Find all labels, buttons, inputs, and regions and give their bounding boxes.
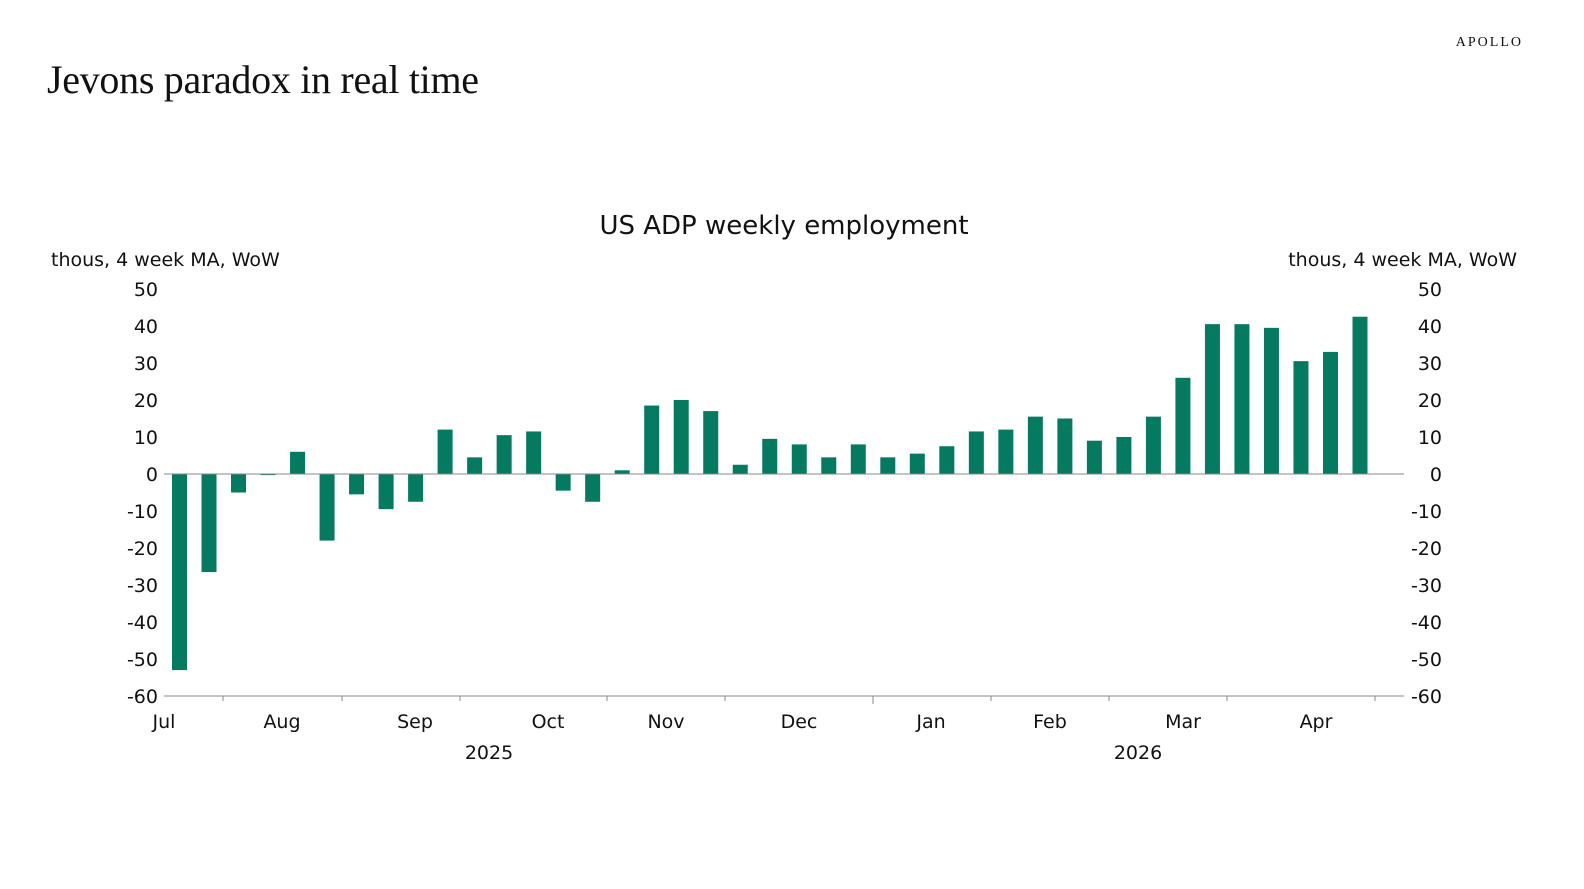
bar (290, 451, 306, 474)
x-tick-label: Jul (152, 711, 176, 733)
bar (526, 431, 542, 474)
y-tick-label-right: 50 (1418, 279, 1442, 301)
bar (201, 474, 217, 573)
y-tick-label-left: 40 (134, 316, 158, 338)
y-tick-label-right: 20 (1418, 390, 1442, 412)
y-tick-label-left: 0 (146, 464, 158, 486)
y-tick-label-left: -40 (127, 612, 158, 634)
bar (260, 474, 276, 476)
bar (644, 405, 660, 474)
x-tick-label: Sep (397, 711, 433, 733)
bar (850, 444, 866, 474)
brand-logo: APOLLO (1455, 35, 1523, 50)
x-tick-label: Mar (1165, 711, 1201, 733)
bar (880, 457, 896, 474)
y-tick-label-left: 50 (134, 279, 158, 301)
bar (496, 435, 512, 474)
bar (231, 474, 247, 493)
bar (732, 464, 748, 474)
bar (1204, 324, 1220, 474)
bar (1234, 324, 1250, 474)
x-tick-label: Apr (1300, 711, 1333, 733)
bar (703, 411, 719, 474)
y-tick-label-right: -50 (1411, 649, 1442, 671)
bars (172, 316, 1368, 671)
bar (378, 474, 394, 510)
y-tick-label-left: 30 (134, 353, 158, 375)
y-tick-label-right: 40 (1418, 316, 1442, 338)
bar (585, 474, 601, 502)
bar (1027, 416, 1043, 474)
y-tick-label-right: -40 (1411, 612, 1442, 634)
bar (614, 470, 630, 474)
bar (437, 429, 453, 474)
y-tick-label-left: -50 (127, 649, 158, 671)
y-axis-left: 50 40 30 20 10 0 -10 -20 -30 -40 -50 -60 (127, 279, 158, 708)
y-tick-label-left: 20 (134, 390, 158, 412)
x-tick-label: Oct (532, 711, 565, 733)
bar (1175, 377, 1191, 474)
x-tick-label: Dec (781, 711, 818, 733)
y-tick-label-left: -20 (127, 538, 158, 560)
bar (1145, 416, 1161, 474)
bar (1263, 327, 1279, 474)
y-axis-label-left: thous, 4 week MA, WoW (51, 249, 280, 271)
bar (791, 444, 807, 474)
bar (319, 474, 335, 541)
bar (968, 431, 984, 474)
bar (408, 474, 424, 502)
y-tick-label-right: -10 (1411, 501, 1442, 523)
x-axis: Jul Aug Sep Oct Nov Dec Jan Feb Mar Apr 2025 2026 (152, 473, 1404, 764)
bar (1057, 418, 1073, 474)
y-axis-right: 50 40 30 20 10 0 -10 -20 -30 -40 -50 -60 (1411, 279, 1442, 708)
bar (673, 400, 689, 474)
bar (555, 474, 571, 491)
x-year-label: 2026 (1114, 742, 1162, 764)
y-axis-label-right: thous, 4 week MA, WoW (1288, 249, 1517, 271)
y-tick-label-right: -20 (1411, 538, 1442, 560)
y-tick-label-left: -60 (127, 686, 158, 708)
y-tick-label-right: 10 (1418, 427, 1442, 449)
x-year-label: 2025 (465, 742, 513, 764)
bar (939, 446, 955, 474)
y-tick-label-right: -60 (1411, 686, 1442, 708)
y-tick-label-right: 0 (1430, 464, 1442, 486)
y-tick-label-left: -10 (127, 501, 158, 523)
y-tick-label-left: -30 (127, 575, 158, 597)
bar (1293, 361, 1309, 474)
y-tick-label-right: -30 (1411, 575, 1442, 597)
x-tick-label: Aug (263, 711, 300, 733)
bar (1322, 351, 1338, 474)
x-tick-label: Nov (647, 711, 684, 733)
x-tick-label: Feb (1033, 711, 1067, 733)
bar (172, 474, 187, 671)
bar (998, 429, 1014, 474)
slide-title: Jevons paradox in real time (47, 57, 479, 102)
y-tick-label-right: 30 (1418, 353, 1442, 375)
bar (821, 457, 837, 474)
bar (1352, 316, 1368, 474)
bar (762, 438, 778, 474)
bar (467, 457, 483, 474)
chart-title: US ADP weekly employment (599, 211, 968, 241)
bar (909, 453, 925, 474)
y-tick-label-left: 10 (134, 427, 158, 449)
bar (1086, 440, 1102, 474)
bar (1116, 437, 1132, 474)
bar (349, 474, 365, 495)
x-tick-label: Jan (915, 711, 945, 733)
